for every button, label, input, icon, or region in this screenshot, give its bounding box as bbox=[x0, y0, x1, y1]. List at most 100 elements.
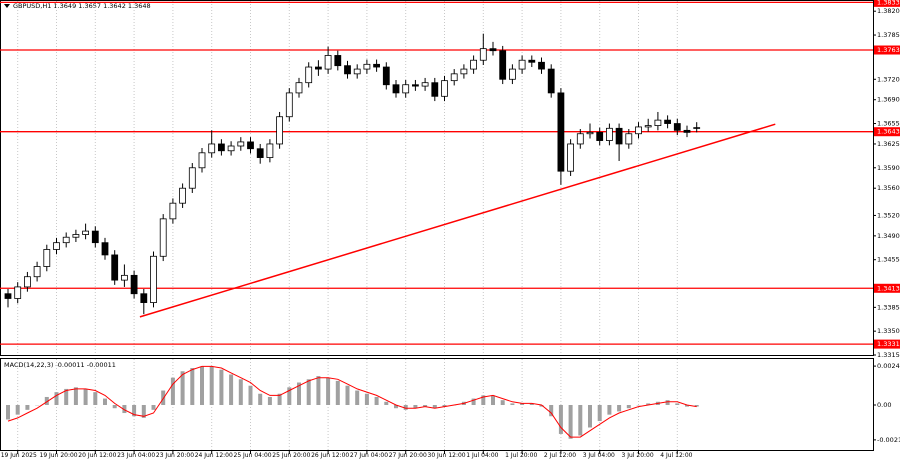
level-label: 1.3643 bbox=[877, 128, 900, 136]
candle-body bbox=[402, 84, 410, 94]
candle-body bbox=[23, 276, 31, 288]
macd-bar bbox=[364, 393, 369, 405]
candle-body bbox=[14, 286, 22, 299]
macd-bar bbox=[326, 377, 331, 405]
candle-body bbox=[518, 59, 526, 70]
candle-body bbox=[314, 66, 322, 70]
macd-bar bbox=[83, 388, 88, 405]
macd-bar bbox=[103, 398, 107, 405]
y-tick-label: 1.3385 bbox=[877, 303, 900, 311]
candle-body bbox=[460, 68, 468, 75]
macd-bar bbox=[316, 376, 321, 405]
trend-line bbox=[139, 123, 776, 318]
macd-title: MACD(14,22,3) -0.00011 -0.00011 bbox=[4, 361, 116, 369]
candle-body bbox=[673, 123, 681, 131]
macd-bar bbox=[54, 392, 59, 405]
y-tick-label: 1.3590 bbox=[877, 164, 900, 172]
macd-bar bbox=[229, 374, 234, 405]
macd-bar bbox=[374, 396, 379, 405]
x-tick-label: 4 Jul 12:00 bbox=[660, 452, 692, 459]
macd-bar bbox=[345, 385, 350, 405]
y-tick-label: 1.3785 bbox=[877, 31, 900, 39]
macd-bar bbox=[685, 405, 689, 407]
macd-bar bbox=[568, 405, 573, 439]
macd-bar bbox=[549, 405, 554, 417]
candle-body bbox=[344, 65, 351, 75]
macd-bar bbox=[258, 393, 263, 405]
x-tick-label: 26 Jun 12:00 bbox=[311, 452, 349, 459]
macd-bar bbox=[112, 405, 117, 409]
macd-bar bbox=[694, 405, 699, 407]
macd-bar bbox=[394, 405, 398, 409]
candle-body bbox=[635, 126, 642, 135]
candle-body bbox=[470, 59, 478, 70]
candle-body bbox=[693, 127, 701, 129]
candle-body bbox=[547, 68, 555, 94]
macd-bar bbox=[578, 405, 583, 436]
x-tick-label: 23 Jun 20:00 bbox=[156, 452, 194, 459]
y-tick-label: 1.3490 bbox=[877, 232, 900, 240]
candle-body bbox=[247, 141, 254, 150]
macd-bar bbox=[44, 396, 49, 405]
candle-body bbox=[53, 242, 60, 250]
candle-body bbox=[324, 55, 332, 70]
candle-body bbox=[256, 148, 264, 158]
candle-body bbox=[625, 133, 633, 145]
macd-bar bbox=[423, 405, 428, 407]
y-tick-label: 1.3350 bbox=[877, 327, 900, 335]
candle-body bbox=[644, 125, 652, 128]
macd-bar bbox=[297, 382, 301, 405]
macd-bar bbox=[6, 405, 10, 420]
candle-body bbox=[382, 66, 390, 86]
candle-body bbox=[227, 145, 235, 152]
candle-body bbox=[82, 230, 89, 235]
x-tick-label: 1 Jul 04:00 bbox=[466, 452, 498, 459]
macd-bar bbox=[617, 405, 622, 412]
candle-body bbox=[353, 68, 361, 75]
candle-body bbox=[373, 63, 381, 68]
x-tick-label: 23 Jun 04:00 bbox=[117, 452, 155, 459]
x-tick-label: 20 Jun 12:00 bbox=[78, 452, 116, 459]
candle-body bbox=[683, 129, 691, 133]
macd-bar bbox=[626, 405, 631, 409]
x-tick-label: 25 Jun 20:00 bbox=[272, 452, 310, 459]
macd-bar bbox=[277, 393, 282, 405]
macd-bar bbox=[491, 395, 495, 405]
y-tick-label: 1.3820 bbox=[877, 7, 900, 15]
x-tick-label: 30 Jun 12:00 bbox=[428, 452, 466, 459]
candle-body bbox=[305, 66, 313, 84]
level-label: 1.3413 bbox=[877, 284, 900, 292]
macd-bar bbox=[15, 405, 20, 415]
candle-body bbox=[363, 63, 371, 70]
macd-bar bbox=[180, 371, 185, 405]
candle-body bbox=[150, 255, 157, 303]
x-tick-label: 25 Jun 04:00 bbox=[234, 452, 272, 459]
x-tick-label: 2 Jul 12:00 bbox=[544, 452, 576, 459]
macd-bar bbox=[432, 405, 437, 409]
candle-body bbox=[392, 84, 400, 94]
macd-bar bbox=[403, 405, 408, 410]
macd-bar bbox=[471, 398, 476, 405]
candle-body bbox=[538, 61, 545, 70]
x-tick-label: 1 Jul 20:00 bbox=[505, 452, 537, 459]
macd-bar bbox=[675, 403, 680, 405]
macd-bar bbox=[132, 405, 137, 417]
macd-bar bbox=[200, 366, 204, 405]
candle-body bbox=[72, 234, 80, 238]
candle-body bbox=[334, 55, 342, 67]
candle-body bbox=[499, 50, 507, 80]
candle-body bbox=[421, 82, 429, 87]
candle-body bbox=[217, 143, 225, 152]
macd-bar bbox=[219, 369, 224, 405]
macd-bar bbox=[442, 405, 447, 407]
candle-body bbox=[43, 249, 51, 267]
y-tick-label: 1.3625 bbox=[877, 140, 900, 148]
y-tick-label: 1.3455 bbox=[877, 256, 900, 264]
candle-body bbox=[615, 127, 623, 145]
macd-bar bbox=[287, 387, 292, 405]
macd-bar bbox=[335, 380, 340, 405]
candle-body bbox=[179, 187, 187, 204]
macd-bar bbox=[73, 387, 78, 405]
macd-bar bbox=[267, 396, 272, 405]
